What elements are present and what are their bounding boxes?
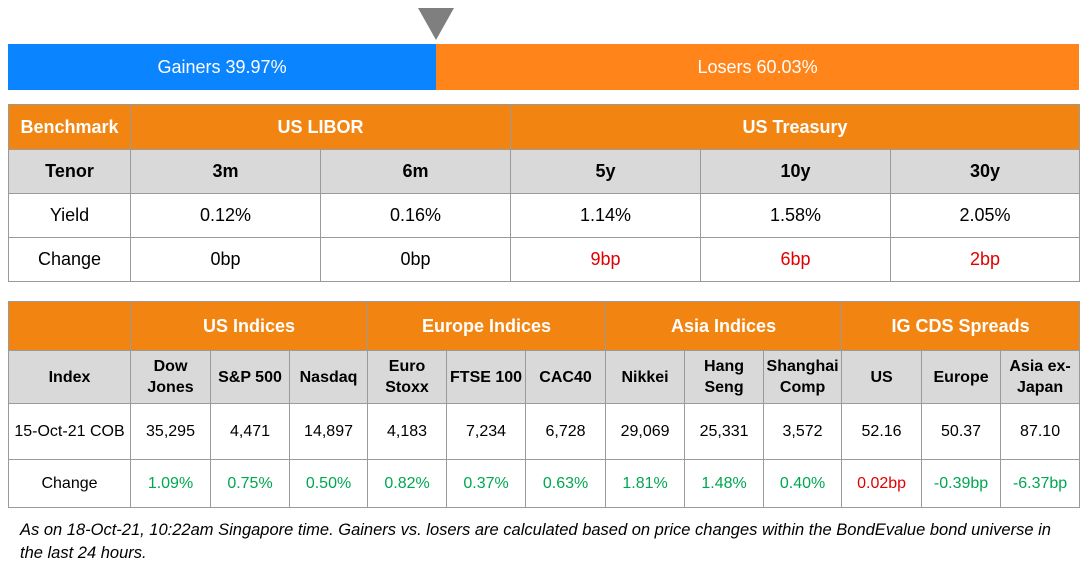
europe-indices-header: Europe Indices (367, 301, 607, 351)
index-value-cell: 35,295 (130, 403, 211, 460)
us-libor-header: US LIBOR (129, 104, 512, 150)
yield-cell: 0.12% (130, 193, 321, 238)
tenor-row: Tenor 3m 6m 5y 10y 30y (8, 149, 1081, 194)
triangle-down-icon (418, 8, 454, 40)
index-change-cell: 0.50% (288, 459, 369, 508)
tenor-cell: 6m (319, 149, 512, 194)
change-cell: 0bp (130, 237, 321, 282)
index-name-line: Nikkei (621, 368, 669, 386)
index-value-cell: 4,183 (367, 403, 448, 460)
change-cell: 6bp (700, 237, 892, 282)
index-name-cell: Asia ex- Japan (1000, 350, 1081, 404)
index-name-line: Shanghai (766, 358, 839, 375)
ig-cds-spreads-header: IG CDS Spreads (841, 301, 1081, 351)
asia-indices-header: Asia Indices (605, 301, 843, 351)
index-name-line: US (870, 368, 893, 386)
index-name-line: CAC40 (539, 368, 592, 386)
index-name-line: Jones (147, 379, 194, 396)
index-name-cell: FTSE 100 (446, 350, 527, 404)
tenor-cell: 5y (510, 149, 702, 194)
rates-change-row: Change 0bp 0bp 9bp 6bp 2bp (8, 237, 1081, 282)
index-change-cell: 1.48% (684, 459, 765, 508)
losers-segment: Losers 60.03% (436, 44, 1079, 90)
index-name-cell: Europe (921, 350, 1002, 404)
us-indices-header: US Indices (129, 301, 369, 351)
index-name-cell: Hang Seng (684, 350, 765, 404)
tenor-cell: 30y (890, 149, 1081, 194)
index-name-line: Asia ex- (1009, 358, 1071, 375)
yield-cell: 0.16% (319, 193, 512, 238)
index-name-cell: Shanghai Comp (763, 350, 843, 404)
tenor-cell: 3m (130, 149, 321, 194)
gainers-losers-bar: Gainers 39.97% Losers 60.03% (8, 44, 1079, 90)
index-name-cell: Dow Jones (130, 350, 211, 404)
indices-table: US Indices Europe Indices Asia Indices I… (8, 301, 1081, 508)
index-value-cell: 29,069 (605, 403, 686, 460)
index-change-cell: 0.40% (763, 459, 843, 508)
index-value-cell: 52.16 (841, 403, 923, 460)
index-label: Index (8, 350, 131, 404)
change-cell: 9bp (510, 237, 702, 282)
index-change-cell: 0.63% (525, 459, 607, 508)
index-values-row: 15-Oct-21 COB 35,295 4,471 14,897 4,183 … (8, 403, 1081, 460)
index-name-line: S&P 500 (218, 368, 282, 386)
yield-cell: 2.05% (890, 193, 1081, 238)
tenor-label: Tenor (8, 149, 131, 194)
benchmark-header: Benchmark (8, 104, 131, 150)
index-value-cell: 4,471 (210, 403, 290, 460)
index-value-cell: 6,728 (525, 403, 607, 460)
yield-label: Yield (8, 193, 131, 238)
index-change-cell: 1.09% (130, 459, 211, 508)
index-change-cell: -6.37bp (1000, 459, 1081, 508)
indices-header-row: US Indices Europe Indices Asia Indices I… (8, 301, 1081, 351)
index-names-row: Index Dow Jones S&P 500 Nasdaq Euro Stoxx … (8, 350, 1081, 404)
index-change-cell: 0.75% (210, 459, 290, 508)
index-name-line: Euro (388, 358, 426, 375)
index-change-row: Change 1.09% 0.75% 0.50% 0.82% 0.37% 0.6… (8, 459, 1081, 508)
yield-cell: 1.58% (700, 193, 892, 238)
index-value-cell: 3,572 (763, 403, 843, 460)
footnote: As on 18-Oct-21, 10:22am Singapore time.… (20, 521, 1051, 562)
index-name-cell: S&P 500 (210, 350, 290, 404)
index-value-cell: 14,897 (288, 403, 369, 460)
index-name-cell: Nasdaq (288, 350, 369, 404)
index-name-line: Japan (1016, 379, 1064, 396)
index-name-cell: US (841, 350, 923, 404)
tenor-cell: 10y (700, 149, 892, 194)
index-name-line: Hang (704, 358, 745, 375)
index-name-line: Comp (779, 379, 826, 396)
index-value-cell: 87.10 (1000, 403, 1081, 460)
index-change-cell: 1.81% (605, 459, 686, 508)
rates-table: Benchmark US LIBOR US Treasury Tenor 3m … (8, 104, 1081, 282)
cob-date-label: 15-Oct-21 COB (8, 403, 131, 460)
change-cell: 0bp (319, 237, 512, 282)
index-name-cell: Nikkei (605, 350, 686, 404)
index-name-line: Nasdaq (299, 368, 358, 386)
index-value-cell: 50.37 (921, 403, 1002, 460)
change-cell: 2bp (890, 237, 1081, 282)
index-name-line: FTSE 100 (450, 368, 523, 386)
index-change-cell: 0.02bp (841, 459, 923, 508)
index-change-cell: -0.39bp (921, 459, 1002, 508)
index-name-line: Stoxx (385, 379, 429, 396)
index-change-cell: 0.37% (446, 459, 527, 508)
index-name-cell: Euro Stoxx (367, 350, 448, 404)
us-treasury-header: US Treasury (510, 104, 1081, 150)
index-change-cell: 0.82% (367, 459, 448, 508)
gainers-segment: Gainers 39.97% (8, 44, 437, 90)
yield-cell: 1.14% (510, 193, 702, 238)
change-label: Change (8, 459, 131, 508)
change-label: Change (8, 237, 131, 282)
yield-row: Yield 0.12% 0.16% 1.14% 1.58% 2.05% (8, 193, 1081, 238)
index-value-cell: 7,234 (446, 403, 527, 460)
index-name-line: Dow (153, 358, 188, 375)
index-value-cell: 25,331 (684, 403, 765, 460)
rates-header-row: Benchmark US LIBOR US Treasury (8, 104, 1081, 150)
index-name-line: Europe (933, 368, 989, 386)
indices-corner-cell (8, 301, 131, 351)
index-name-cell: CAC40 (525, 350, 607, 404)
index-name-line: Seng (704, 379, 744, 396)
